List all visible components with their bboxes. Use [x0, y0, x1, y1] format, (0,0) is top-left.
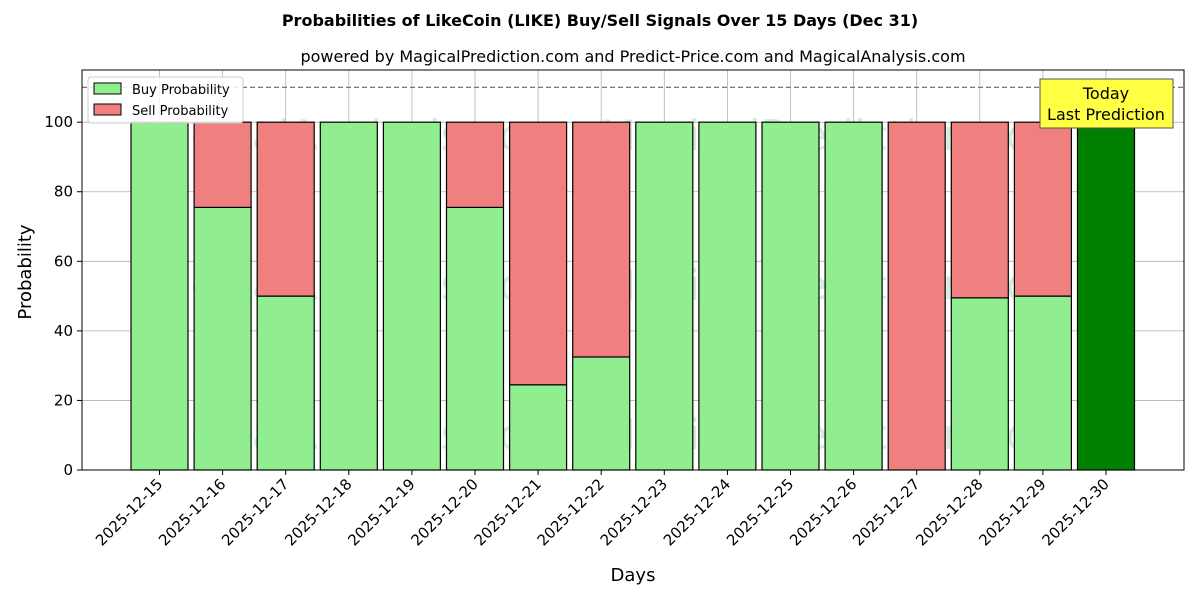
- annotation-line2: Last Prediction: [1047, 105, 1165, 124]
- chart-subtitle: powered by MagicalPrediction.com and Pre…: [300, 47, 965, 66]
- bar-sell[interactable]: [950, 121, 1009, 299]
- y-axis-label: Probability: [15, 224, 36, 319]
- bar-buy[interactable]: [445, 206, 505, 471]
- y-tick-label: 80: [54, 183, 73, 201]
- bar-sell[interactable]: [256, 121, 315, 297]
- bar-buy[interactable]: [635, 121, 694, 471]
- plot-area: MagicalAnalysis.comMagicalPrediction.com…: [44, 69, 1185, 549]
- bar-buy[interactable]: [572, 356, 631, 471]
- x-tick-label: 2025-12-22: [534, 475, 608, 549]
- bar-buy[interactable]: [950, 297, 1009, 471]
- bar-today-buy[interactable]: [1076, 121, 1136, 471]
- x-tick-label: 2025-12-21: [471, 475, 545, 549]
- legend: Buy Probability Sell Probability: [87, 76, 244, 124]
- y-tick-label: 40: [54, 322, 73, 340]
- legend-label-buy: Buy Probability: [132, 83, 230, 98]
- x-tick-label: 2025-12-25: [723, 475, 797, 549]
- bar-buy[interactable]: [193, 206, 252, 471]
- bar-sell[interactable]: [445, 121, 505, 208]
- y-tick-label: 60: [54, 252, 73, 270]
- bar-buy[interactable]: [130, 121, 189, 471]
- y-tick-label: 0: [63, 461, 73, 479]
- bar-sell[interactable]: [572, 121, 631, 358]
- bar-buy[interactable]: [1013, 295, 1073, 471]
- today-annotation: Today Last Prediction: [1039, 78, 1174, 129]
- x-tick-label: 2025-12-24: [660, 475, 734, 549]
- x-tick-label: 2025-12-18: [281, 475, 355, 549]
- bar-sell[interactable]: [1013, 121, 1073, 297]
- x-tick-label: 2025-12-30: [1038, 475, 1112, 549]
- bar-buy[interactable]: [698, 121, 757, 471]
- x-tick-label: 2025-12-23: [597, 475, 671, 549]
- x-tick-label: 2025-12-16: [155, 475, 229, 549]
- x-tick-label: 2025-12-20: [407, 475, 481, 549]
- bar-sell[interactable]: [193, 121, 252, 208]
- x-tick-label: 2025-12-26: [786, 475, 860, 549]
- plot-frame: [81, 69, 1185, 471]
- legend-swatch-sell: [93, 103, 122, 116]
- y-tick-label: 100: [44, 113, 73, 131]
- bar-sell[interactable]: [509, 121, 568, 386]
- legend-label-sell: Sell Probability: [132, 104, 229, 119]
- x-tick-label: 2025-12-17: [218, 475, 292, 549]
- bar-buy[interactable]: [824, 121, 883, 471]
- annotation-box: [1039, 78, 1174, 129]
- bar-buy[interactable]: [319, 121, 378, 471]
- bar-buy[interactable]: [509, 384, 568, 471]
- bar-sell[interactable]: [887, 121, 946, 471]
- x-tick-label: 2025-12-19: [344, 475, 418, 549]
- annotation-line1: Today: [1082, 84, 1129, 103]
- x-tick-label: 2025-12-27: [849, 475, 923, 549]
- bar-buy[interactable]: [761, 121, 820, 471]
- legend-swatch-buy: [93, 82, 122, 95]
- x-axis-label: Days: [611, 565, 656, 586]
- bar-buy[interactable]: [256, 295, 315, 471]
- chart-title: Probabilities of LikeCoin (LIKE) Buy/Sel…: [282, 11, 918, 30]
- y-tick-label: 20: [54, 391, 73, 409]
- legend-box: [87, 76, 244, 124]
- bar-buy[interactable]: [382, 121, 441, 471]
- x-tick-label: 2025-12-29: [975, 475, 1049, 549]
- x-tick-label: 2025-12-28: [912, 475, 986, 549]
- x-tick-label: 2025-12-15: [92, 475, 166, 549]
